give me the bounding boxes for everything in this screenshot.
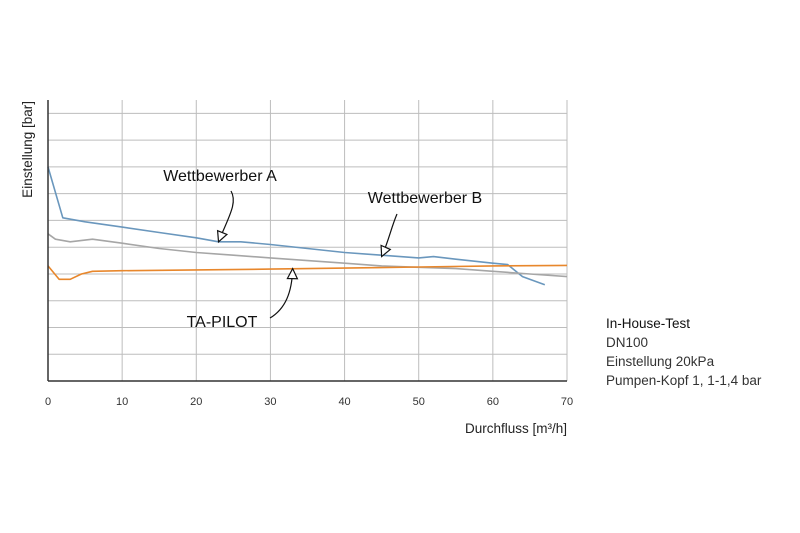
test-info-line: DN100 xyxy=(606,335,649,350)
annotation-label: TA-PILOT xyxy=(187,314,258,331)
x-tick-label: 60 xyxy=(487,396,499,408)
x-tick-label: 10 xyxy=(116,396,128,408)
test-info-line: Pumpen-Kopf 1, 1-1,4 bar xyxy=(606,373,762,388)
test-info-line: Einstellung 20kPa xyxy=(606,354,715,369)
annotation-arrowhead xyxy=(216,229,229,244)
test-info: In-House-Test DN100 Einstellung 20kPa Pu… xyxy=(606,314,761,390)
y-axis-label: Einstellung [bar] xyxy=(20,101,35,198)
x-tick-label: 20 xyxy=(190,396,202,408)
annotation-label: Wettbewerber B xyxy=(368,190,482,207)
annotations: Wettbewerber A Wettbewerber B TA-PILOT xyxy=(163,168,482,331)
x-tick-label: 30 xyxy=(264,396,276,408)
x-tick-label: 40 xyxy=(338,396,350,408)
test-info-heading: In-House-Test xyxy=(606,316,691,331)
annotation-arrowhead xyxy=(380,244,392,258)
x-tick-labels: 0 10 20 30 40 50 60 70 xyxy=(45,396,573,408)
series-lines xyxy=(47,166,568,286)
x-tick-label: 0 xyxy=(45,396,51,408)
x-tick-label: 50 xyxy=(413,396,425,408)
axes xyxy=(47,100,567,382)
grid xyxy=(48,100,568,381)
annotation-label: Wettbewerber A xyxy=(163,168,277,185)
x-tick-label: 70 xyxy=(561,396,573,408)
series-line-wettbewerber-a xyxy=(47,166,546,286)
series-line-wettbewerber-b xyxy=(47,233,568,278)
annotation-arrowhead xyxy=(286,267,299,280)
series-line-ta-pilot xyxy=(47,264,568,281)
x-axis-label: Durchfluss [m³/h] xyxy=(465,421,567,436)
